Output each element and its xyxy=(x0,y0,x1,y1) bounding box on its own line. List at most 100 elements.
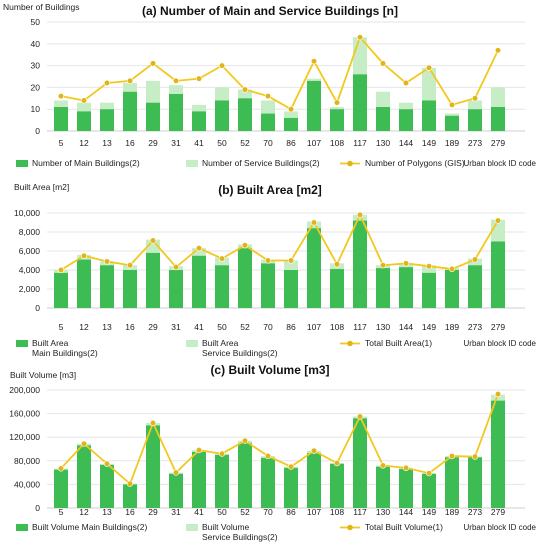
line-point xyxy=(333,99,341,106)
line-point xyxy=(379,60,387,67)
x-tick-label: 144 xyxy=(399,322,413,332)
line-point xyxy=(195,75,203,82)
bar-service xyxy=(468,100,482,110)
bar-main xyxy=(376,466,390,508)
x-tick-label: 273 xyxy=(468,138,482,148)
bar-main xyxy=(353,220,367,308)
legend-label: Total Built Volume(1) xyxy=(365,522,443,532)
bar-main xyxy=(284,270,298,308)
x-tick-label: 50 xyxy=(217,322,227,332)
bar-service xyxy=(491,394,505,401)
line-point xyxy=(103,79,111,87)
bar-main xyxy=(353,418,367,508)
x-tick-label: 149 xyxy=(422,322,436,332)
bar-main xyxy=(307,453,321,508)
x-tick-label: 108 xyxy=(330,507,344,517)
line-point xyxy=(425,263,433,270)
y-axis-label: Built Volume [m3] xyxy=(10,370,76,380)
y-tick-label: 80,000 xyxy=(14,456,40,466)
chart-panel-2: (c) Built Volume [m3] Built Volume [m3] 0 4… xyxy=(9,363,536,542)
y-axis-label: Number of Buildings xyxy=(3,2,80,12)
y-tick-label: 4,000 xyxy=(19,265,41,275)
legend-label-line2: Service Buildings(2) xyxy=(202,348,278,358)
bar-main xyxy=(77,259,91,308)
x-tick-label: 70 xyxy=(263,138,273,148)
line-point xyxy=(218,62,226,69)
x-tick-label: 117 xyxy=(353,322,367,332)
y-tick-label: 8,000 xyxy=(19,227,41,237)
bar-main xyxy=(169,473,183,508)
y-tick-label: 0 xyxy=(35,303,40,313)
x-tick-label: 31 xyxy=(171,138,181,148)
x-tick-label: 279 xyxy=(491,322,505,332)
bar-service xyxy=(307,78,321,81)
bar-main xyxy=(399,469,413,508)
bar-main xyxy=(192,255,206,308)
bar-main xyxy=(123,91,137,131)
line-point xyxy=(287,257,295,264)
bar-main xyxy=(54,469,68,508)
bar-service xyxy=(376,91,390,108)
x-tick-label: 12 xyxy=(79,138,89,148)
x-axis-label: Urban block ID code xyxy=(464,523,537,532)
bar-main xyxy=(100,109,114,131)
bar-main xyxy=(284,467,298,508)
bar-main xyxy=(169,270,183,308)
legend-label: Built Volume Main Buildings(2) xyxy=(32,522,147,532)
x-tick-label: 12 xyxy=(79,322,89,332)
line-point xyxy=(471,256,479,263)
line-point xyxy=(218,255,226,262)
line-point xyxy=(379,462,387,469)
bar-main xyxy=(123,484,137,508)
bar-main xyxy=(54,272,68,308)
x-tick-label: 5 xyxy=(59,138,64,148)
x-tick-label: 50 xyxy=(217,138,227,148)
x-tick-label: 70 xyxy=(263,322,273,332)
line-point xyxy=(57,266,65,274)
x-tick-label: 41 xyxy=(194,322,204,332)
line-point xyxy=(287,106,295,113)
line-point xyxy=(356,34,364,41)
x-tick-label: 149 xyxy=(422,138,436,148)
bar-service xyxy=(100,102,114,110)
y-tick-label: 30 xyxy=(31,61,41,71)
bar-main xyxy=(445,457,459,508)
x-tick-label: 29 xyxy=(148,138,158,148)
x-tick-label: 41 xyxy=(194,507,204,517)
line-point xyxy=(494,217,502,224)
bar-main xyxy=(491,107,505,131)
line-point xyxy=(195,447,203,454)
x-tick-label: 107 xyxy=(307,322,321,332)
y-tick-label: 160,000 xyxy=(9,409,40,419)
line-point xyxy=(448,265,456,273)
line-point xyxy=(149,237,157,244)
bar-main xyxy=(238,443,252,508)
bar-main xyxy=(192,111,206,131)
x-tick-label: 108 xyxy=(330,322,344,332)
x-tick-label: 189 xyxy=(445,322,459,332)
bar-main xyxy=(491,400,505,508)
y-tick-label: 40 xyxy=(31,39,41,49)
series-line xyxy=(60,393,499,486)
bar-main xyxy=(100,265,114,308)
x-tick-label: 52 xyxy=(240,507,250,517)
bar-main xyxy=(330,109,344,131)
x-tick-label: 279 xyxy=(491,507,505,517)
legend-label: Number of Main Buildings(2) xyxy=(32,158,140,168)
bar-main xyxy=(100,464,114,508)
bar-main xyxy=(77,111,91,131)
bar-service xyxy=(238,89,252,99)
x-tick-label: 41 xyxy=(194,138,204,148)
x-tick-label: 16 xyxy=(125,322,135,332)
bar-main xyxy=(445,115,459,131)
chart-title: (a) Number of Main and Service Buildings… xyxy=(142,4,398,18)
bar-main xyxy=(399,267,413,308)
x-tick-label: 29 xyxy=(148,507,158,517)
line-point xyxy=(57,465,65,472)
line-point xyxy=(149,419,157,427)
line-point xyxy=(172,264,180,271)
bar-main xyxy=(399,109,413,131)
y-tick-label: 40,000 xyxy=(14,479,40,489)
line-point xyxy=(310,58,318,65)
